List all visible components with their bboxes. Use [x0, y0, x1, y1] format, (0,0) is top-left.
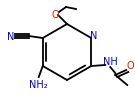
- Text: NH: NH: [103, 56, 118, 66]
- Text: O: O: [126, 60, 134, 70]
- Text: NH₂: NH₂: [29, 79, 48, 89]
- Text: N: N: [7, 32, 14, 42]
- Text: O: O: [51, 10, 59, 20]
- Text: N: N: [90, 31, 97, 41]
